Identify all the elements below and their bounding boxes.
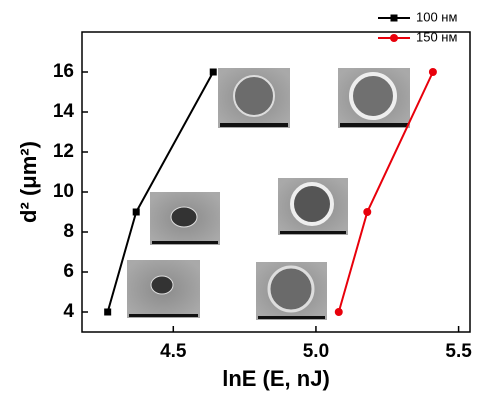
y-tick-label: 10	[53, 181, 74, 202]
sem-insets	[127, 68, 410, 320]
legend-marker	[391, 15, 398, 22]
data-point	[363, 208, 371, 216]
y-tick-label: 8	[63, 221, 74, 242]
legend-marker	[390, 34, 398, 42]
inset	[127, 260, 200, 318]
data-point	[429, 68, 437, 76]
x-tick-label: 5.5	[445, 341, 472, 362]
legend-label: 100 нм	[416, 9, 457, 24]
y-tick-label: 14	[53, 101, 75, 122]
y-tick-label: 6	[63, 261, 74, 282]
y-tick-label: 4	[63, 301, 74, 322]
data-point	[104, 309, 111, 316]
x-tick-label: 5.0	[303, 341, 329, 362]
x-axis-label: lnE (E, nJ)	[222, 366, 330, 391]
data-point	[133, 209, 140, 216]
y-tick-label: 12	[53, 141, 74, 162]
chart: lnE (E, nJ) d² (μm²) 4.5 5.0 5.5 4 6 8 10 12 14 1…	[0, 0, 481, 394]
inset	[338, 68, 410, 128]
legend-label: 150 нм	[416, 29, 457, 44]
x-tick-label: 4.5	[160, 341, 187, 362]
data-point	[210, 69, 217, 76]
inset	[218, 68, 290, 128]
inset	[278, 178, 348, 235]
inset	[150, 192, 220, 245]
data-point	[335, 308, 343, 316]
y-tick-label: 16	[53, 61, 74, 82]
inset	[256, 262, 327, 320]
y-axis-label: d² (μm²)	[16, 141, 41, 223]
